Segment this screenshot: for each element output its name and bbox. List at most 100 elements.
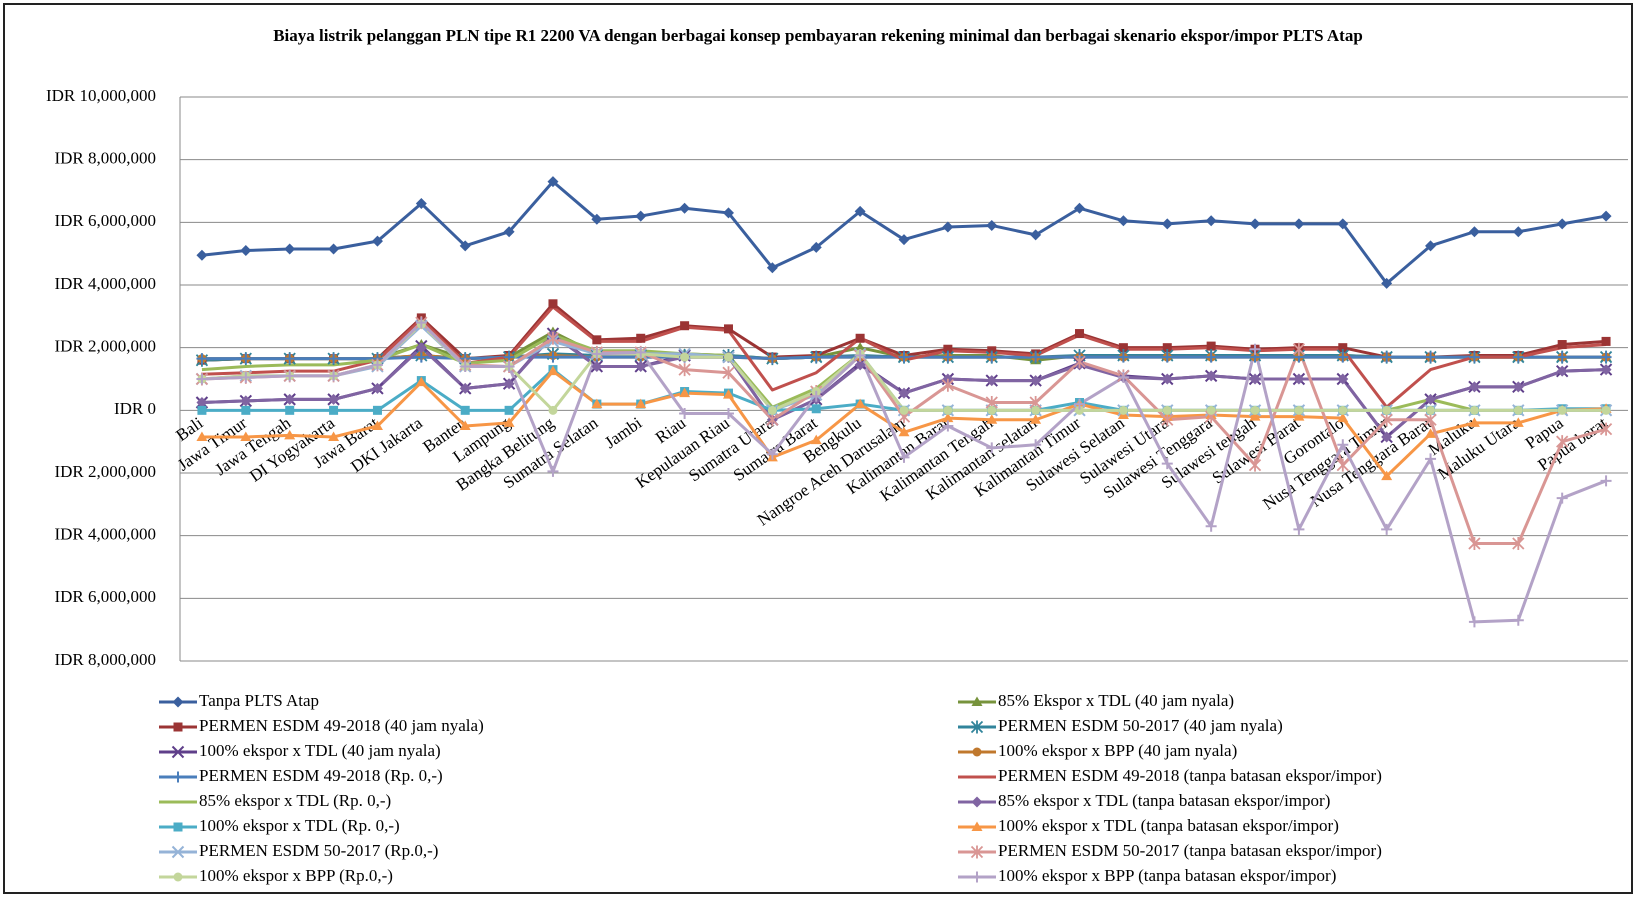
data-point <box>1425 428 1437 438</box>
data-point <box>1425 351 1437 363</box>
data-point <box>854 359 866 371</box>
legend-marker <box>172 696 184 708</box>
data-point <box>284 370 296 382</box>
data-point <box>415 376 427 387</box>
y-tick-label: IDR 10,000,000 <box>46 86 156 105</box>
legend-item: Tanpa PLTS Atap <box>159 691 319 710</box>
data-point <box>1425 453 1437 465</box>
data-point <box>504 405 514 415</box>
data-point <box>240 353 252 365</box>
data-point <box>679 202 691 214</box>
data-point <box>1030 414 1042 424</box>
data-point <box>197 405 207 415</box>
data-point <box>241 405 251 415</box>
data-point <box>503 360 515 372</box>
data-point <box>1426 405 1436 415</box>
data-point <box>328 243 340 255</box>
data-point <box>986 414 998 424</box>
data-point <box>285 405 295 415</box>
legend-label: 100% ekspor x TDL (Rp. 0,-) <box>199 816 400 835</box>
data-point <box>1118 405 1128 415</box>
data-point <box>503 417 515 427</box>
data-point <box>548 405 558 415</box>
legend-label: PERMEN ESDM 50-2017 (tanpa batasan ekspo… <box>998 841 1382 860</box>
data-point <box>196 431 208 441</box>
data-point <box>1162 405 1172 415</box>
data-point <box>1468 616 1480 628</box>
data-point <box>1293 411 1305 421</box>
data-point <box>1161 413 1174 427</box>
data-point <box>1117 351 1129 363</box>
data-point <box>1337 351 1349 363</box>
data-point <box>547 465 559 477</box>
data-point <box>1468 351 1480 363</box>
data-point <box>1336 458 1349 472</box>
data-point <box>591 213 603 225</box>
legend-marker <box>173 872 183 882</box>
data-point <box>371 235 383 247</box>
legend-marker <box>171 845 185 859</box>
data-point <box>328 353 340 365</box>
data-point <box>1294 405 1304 415</box>
data-point <box>1557 340 1567 350</box>
data-point <box>371 359 383 371</box>
data-point <box>722 366 735 380</box>
data-point <box>810 390 822 402</box>
legend-marker <box>972 747 982 757</box>
data-point <box>679 407 691 419</box>
legend-marker <box>970 720 984 734</box>
y-tick-label: IDR 4,000,000 <box>54 274 156 293</box>
legend-item: 85% ekspor x TDL (Rp. 0,-) <box>159 791 391 810</box>
data-point <box>942 351 954 363</box>
data-point <box>1380 413 1393 427</box>
legend-item: PERMEN ESDM 50-2017 (tanpa batasan ekspo… <box>958 841 1382 860</box>
data-point <box>1600 351 1612 363</box>
data-point <box>1205 370 1217 382</box>
data-point <box>1513 405 1523 415</box>
legend-label: 100% ekspor x BPP (Rp.0,-) <box>199 866 393 885</box>
data-point <box>1599 422 1613 436</box>
data-point <box>1292 342 1306 356</box>
legend-label: 85% ekspor x TDL (tanpa batasan ekspor/i… <box>998 791 1330 810</box>
data-point <box>328 431 340 441</box>
data-point <box>1205 520 1217 532</box>
legend-label: 85% ekspor x TDL (Rp. 0,-) <box>199 791 391 810</box>
data-point <box>1250 405 1260 415</box>
legend-label: 100% ekspor x BPP (tanpa batasan ekspor/… <box>998 866 1336 885</box>
data-point <box>986 442 998 454</box>
data-point <box>766 353 778 365</box>
y-tick-label: IDR 8,000,000 <box>54 149 156 168</box>
data-point <box>415 317 427 329</box>
data-point <box>1293 218 1305 230</box>
data-point <box>1468 226 1480 238</box>
data-point <box>503 226 515 238</box>
data-point <box>1073 355 1086 369</box>
data-point <box>635 210 647 222</box>
data-point <box>1337 412 1349 423</box>
series-line <box>201 180 1607 285</box>
data-point <box>371 382 383 394</box>
data-point <box>460 405 470 415</box>
legend-marker <box>171 745 185 759</box>
y-tick-label: IDR 2,000,000 <box>54 462 156 481</box>
legend-marker <box>971 796 983 808</box>
data-point <box>722 207 734 219</box>
data-point <box>240 431 252 441</box>
data-point <box>635 346 647 358</box>
data-point <box>1205 351 1217 363</box>
data-point <box>1425 393 1437 405</box>
data-point <box>766 448 778 460</box>
legend-label: 100% ekspor x TDL (tanpa batasan ekspor/… <box>998 816 1339 835</box>
data-point <box>1512 614 1524 626</box>
chart-title: Biaya listrik pelanggan PLN tipe R1 2200… <box>273 26 1363 45</box>
data-point <box>591 360 603 372</box>
data-point <box>941 378 955 392</box>
data-point <box>1161 458 1173 470</box>
legend-label: PERMEN ESDM 49-2018 (40 jam nyala) <box>199 716 484 735</box>
data-point <box>196 249 208 261</box>
data-point <box>1557 405 1567 415</box>
data-point <box>1161 351 1173 363</box>
data-point <box>1338 405 1348 415</box>
data-point <box>680 321 690 331</box>
data-point <box>1117 215 1129 227</box>
